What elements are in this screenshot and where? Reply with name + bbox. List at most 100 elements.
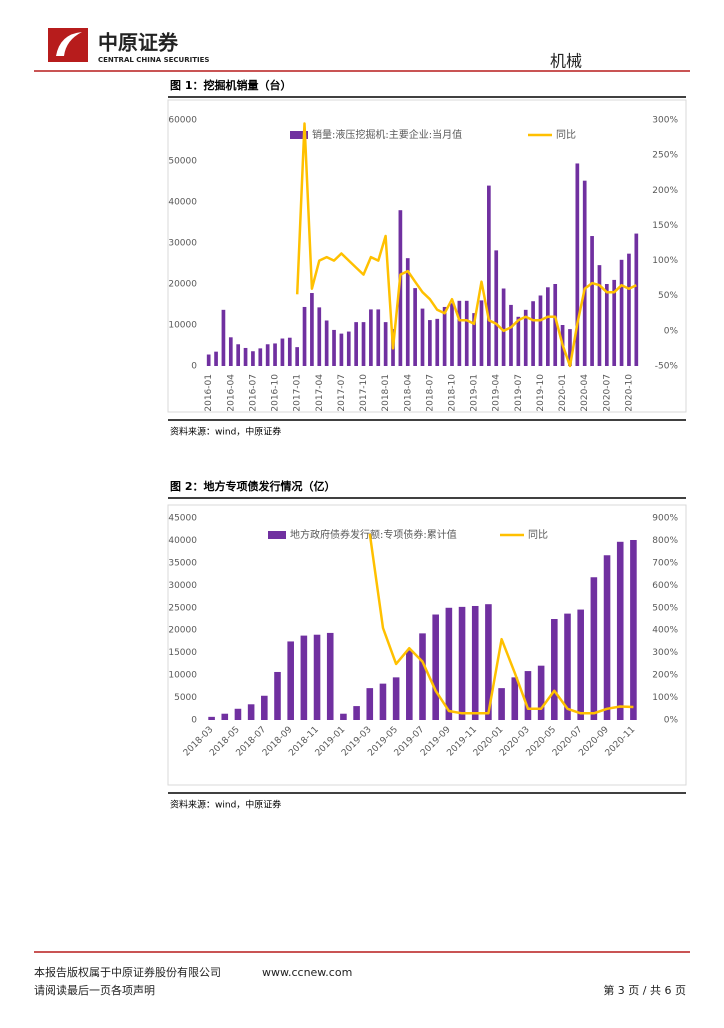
bar	[234, 708, 242, 720]
bar	[332, 329, 336, 366]
bar	[435, 318, 440, 366]
legend-swatch	[290, 131, 308, 139]
bar	[413, 288, 417, 366]
x-tick-label: 2017-10	[359, 374, 369, 412]
bar	[287, 337, 292, 366]
y-tick-label: 60000	[168, 116, 197, 126]
logo	[48, 28, 88, 62]
x-tick-label: 2018-04	[403, 374, 413, 412]
bar	[458, 606, 466, 720]
bar	[251, 351, 255, 366]
legend-label: 同比	[556, 129, 576, 141]
y2-tick-label: 300%	[652, 116, 678, 126]
sector: 机械	[550, 52, 582, 71]
bar	[472, 313, 476, 366]
bar	[247, 704, 255, 720]
bar	[568, 329, 572, 366]
bar	[287, 641, 294, 720]
bar	[471, 605, 479, 720]
bar	[258, 348, 263, 366]
y2-tick-label: 300%	[652, 648, 678, 658]
bar	[324, 320, 329, 366]
x-tick-label: 2019-07	[514, 374, 524, 412]
bar	[419, 633, 426, 720]
line-series	[368, 533, 634, 715]
bar	[590, 236, 594, 366]
bar	[582, 180, 587, 366]
y-tick-label: 40000	[168, 536, 197, 546]
x-tick-label: 2018-07	[425, 374, 435, 412]
bar	[524, 671, 532, 720]
y-tick-label: 45000	[168, 514, 197, 524]
copyright: 本报告版权属于中原证券股份有限公司	[34, 965, 221, 979]
bar	[523, 309, 528, 366]
y-tick-label: 15000	[168, 648, 197, 658]
notice: 请阅读最后一页各项声明	[34, 983, 155, 997]
bar	[494, 250, 499, 366]
brand: 中原证券	[98, 31, 179, 55]
y-tick-label: 20000	[168, 280, 197, 290]
bar	[612, 279, 617, 366]
bar	[353, 706, 360, 720]
y-tick-label: 10000	[168, 321, 197, 331]
bar	[379, 683, 387, 720]
bar	[340, 713, 347, 720]
bar	[630, 539, 637, 720]
y2-tick-label: 200%	[652, 186, 678, 196]
logo-swoosh	[56, 32, 82, 56]
bar	[590, 577, 598, 720]
y-tick-label: 30000	[168, 239, 197, 249]
bar	[604, 284, 609, 366]
y2-tick-label: 200%	[652, 671, 678, 681]
source: 资料来源：wind，中原证券	[170, 799, 281, 811]
bar	[511, 677, 519, 720]
bar	[509, 304, 513, 366]
bar	[214, 351, 218, 366]
bar	[531, 301, 535, 366]
bar	[432, 614, 439, 720]
x-tick-label: 2016-10	[271, 374, 281, 412]
y-tick-label: 40000	[168, 198, 197, 208]
bar	[265, 344, 270, 366]
bar	[442, 306, 447, 366]
bar	[339, 333, 344, 366]
y2-tick-label: 900%	[652, 514, 678, 524]
bar	[603, 555, 611, 720]
bar	[236, 344, 241, 366]
y2-tick-label: 400%	[652, 626, 678, 636]
legend-label: 地方政府债券发行额:专项债券:累计值	[290, 528, 457, 541]
bar	[398, 210, 403, 366]
bar	[317, 307, 322, 366]
x-tick-label: 2017-01	[293, 374, 303, 412]
x-tick-label: 2018-01	[381, 374, 391, 412]
bar	[577, 609, 584, 720]
bar	[464, 300, 469, 366]
bar	[564, 613, 571, 720]
bar	[243, 347, 248, 366]
bar	[383, 322, 388, 366]
bar	[501, 288, 506, 366]
y2-tick-label: 250%	[652, 151, 678, 161]
bar	[479, 300, 484, 366]
x-tick-label: 2016-04	[226, 374, 236, 412]
bar	[619, 259, 624, 366]
bar	[273, 343, 277, 366]
bar	[457, 300, 462, 366]
legend-label: 同比	[528, 529, 548, 541]
legend-swatch	[268, 531, 286, 539]
x-tick-label: 2019-04	[492, 374, 502, 412]
bar	[310, 293, 314, 366]
y2-tick-label: 100%	[652, 693, 678, 703]
y-tick-label: 0	[191, 716, 197, 726]
bar	[616, 541, 624, 720]
x-tick-label: 2017-07	[337, 374, 347, 412]
bar	[361, 322, 366, 366]
x-tick-label: 2019-10	[536, 374, 546, 412]
y-tick-label: 5000	[174, 693, 197, 703]
y-tick-label: 25000	[168, 603, 197, 613]
y-tick-label: 50000	[168, 157, 197, 167]
bar	[313, 634, 321, 720]
bar	[280, 338, 285, 366]
x-tick-label: 2017-04	[315, 374, 325, 412]
